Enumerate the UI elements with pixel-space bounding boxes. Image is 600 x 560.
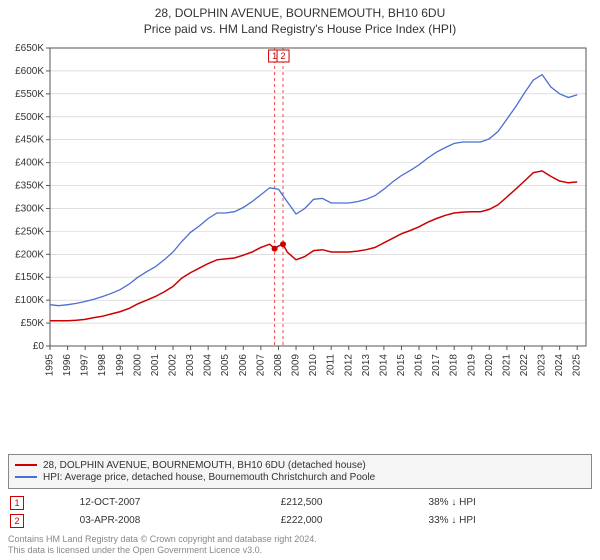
legend-swatch-series2 <box>15 476 37 478</box>
legend-label: 28, DOLPHIN AVENUE, BOURNEMOUTH, BH10 6D… <box>43 460 366 471</box>
svg-text:2004: 2004 <box>203 354 214 377</box>
marker-badge-icon: 1 <box>10 496 24 510</box>
legend-row: HPI: Average price, detached house, Bour… <box>15 472 585 483</box>
svg-text:2007: 2007 <box>255 354 266 377</box>
svg-text:1999: 1999 <box>115 354 126 377</box>
svg-text:2006: 2006 <box>238 354 249 377</box>
markers-table: 1 12-OCT-2007 £212,500 38% ↓ HPI 2 03-AP… <box>8 493 592 531</box>
svg-text:£500K: £500K <box>15 112 44 123</box>
svg-text:2022: 2022 <box>519 354 530 377</box>
marker-date: 03-APR-2008 <box>80 513 279 529</box>
svg-text:2003: 2003 <box>185 354 196 377</box>
table-row: 2 03-APR-2008 £222,000 33% ↓ HPI <box>10 513 590 529</box>
svg-text:2010: 2010 <box>308 354 319 377</box>
marker-price: £222,000 <box>281 513 427 529</box>
svg-text:2008: 2008 <box>273 354 284 377</box>
svg-text:£450K: £450K <box>15 135 44 146</box>
svg-text:2011: 2011 <box>326 354 337 376</box>
svg-text:£550K: £550K <box>15 89 44 100</box>
svg-text:1998: 1998 <box>97 354 108 377</box>
svg-text:2018: 2018 <box>449 354 460 377</box>
svg-text:1997: 1997 <box>80 354 91 377</box>
svg-text:2019: 2019 <box>466 354 477 377</box>
marker-badge-icon: 2 <box>10 514 24 528</box>
copyright-line: Contains HM Land Registry data © Crown c… <box>8 534 592 545</box>
copyright: Contains HM Land Registry data © Crown c… <box>8 534 592 557</box>
marker-delta: 38% ↓ HPI <box>429 495 590 511</box>
table-row: 1 12-OCT-2007 £212,500 38% ↓ HPI <box>10 495 590 511</box>
svg-text:1: 1 <box>272 51 277 61</box>
svg-text:2016: 2016 <box>414 354 425 377</box>
svg-text:2023: 2023 <box>537 354 548 377</box>
svg-text:£250K: £250K <box>15 226 44 237</box>
page-subtitle: Price paid vs. HM Land Registry's House … <box>8 22 592 36</box>
svg-text:2015: 2015 <box>396 354 407 377</box>
svg-text:£200K: £200K <box>15 249 44 260</box>
svg-text:2000: 2000 <box>132 354 143 377</box>
svg-text:£0: £0 <box>33 341 45 352</box>
legend-swatch-series1 <box>15 464 37 466</box>
svg-text:1995: 1995 <box>45 354 56 377</box>
svg-text:2009: 2009 <box>291 354 302 377</box>
svg-text:2014: 2014 <box>378 354 389 377</box>
svg-text:£50K: £50K <box>21 318 45 329</box>
svg-text:2020: 2020 <box>484 354 495 377</box>
svg-text:2005: 2005 <box>220 354 231 377</box>
svg-text:2: 2 <box>281 51 286 61</box>
svg-text:£150K: £150K <box>15 272 44 283</box>
svg-text:2002: 2002 <box>168 354 179 377</box>
svg-text:2024: 2024 <box>554 354 565 377</box>
svg-text:2025: 2025 <box>572 354 583 377</box>
svg-text:2013: 2013 <box>361 354 372 377</box>
svg-text:£600K: £600K <box>15 66 44 77</box>
chart: £0 £50K £100K £150K £200K £250K £300K £350K £400… <box>8 40 592 450</box>
copyright-line: This data is licensed under the Open Gov… <box>8 545 592 556</box>
svg-text:2012: 2012 <box>343 354 354 377</box>
svg-text:2001: 2001 <box>150 354 161 377</box>
svg-text:£650K: £650K <box>15 43 44 54</box>
svg-text:2021: 2021 <box>501 354 512 377</box>
marker-date: 12-OCT-2007 <box>80 495 279 511</box>
legend-label: HPI: Average price, detached house, Bour… <box>43 472 375 483</box>
marker-delta: 33% ↓ HPI <box>429 513 590 529</box>
svg-text:£400K: £400K <box>15 158 44 169</box>
svg-text:£300K: £300K <box>15 203 44 214</box>
svg-text:£350K: £350K <box>15 181 44 192</box>
legend-row: 28, DOLPHIN AVENUE, BOURNEMOUTH, BH10 6D… <box>15 460 585 471</box>
svg-text:2017: 2017 <box>431 354 442 377</box>
svg-text:£100K: £100K <box>15 295 44 306</box>
legend: 28, DOLPHIN AVENUE, BOURNEMOUTH, BH10 6D… <box>8 454 592 489</box>
svg-text:1996: 1996 <box>62 354 73 377</box>
marker-price: £212,500 <box>281 495 427 511</box>
page-title: 28, DOLPHIN AVENUE, BOURNEMOUTH, BH10 6D… <box>8 6 592 20</box>
